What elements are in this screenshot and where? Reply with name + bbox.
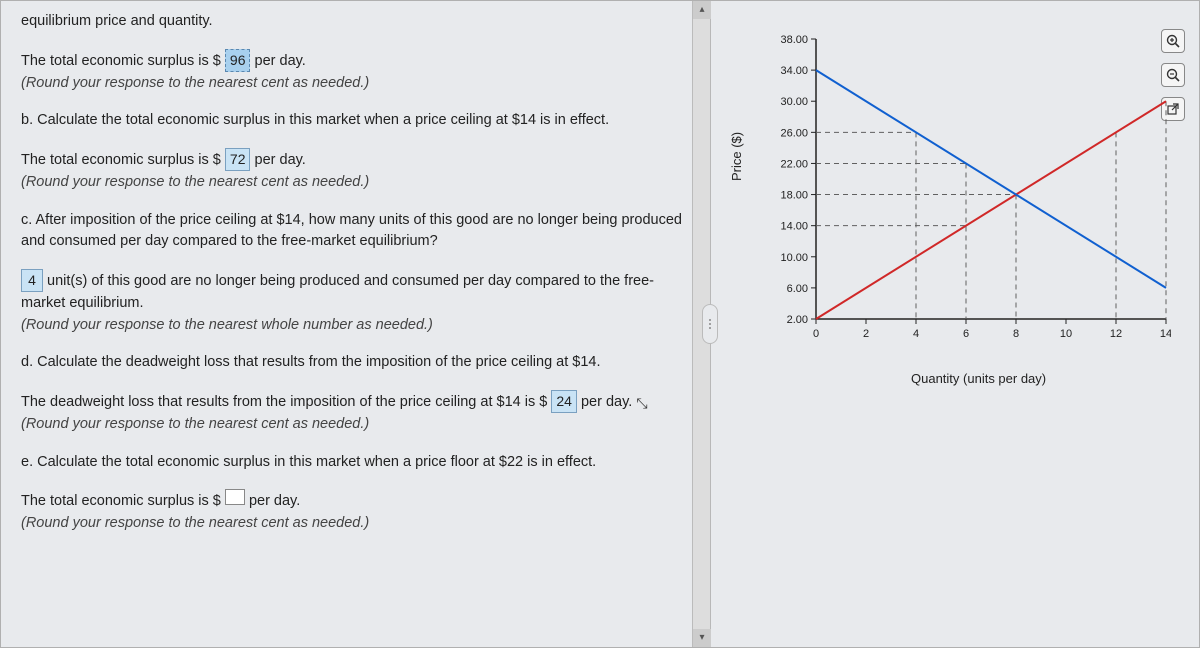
- y-axis-label: Price ($): [729, 132, 744, 181]
- question-e: e. Calculate the total economic surplus …: [21, 452, 690, 474]
- svg-text:34.00: 34.00: [780, 65, 808, 77]
- text: The total economic surplus is $: [21, 152, 221, 168]
- chart-area: 38.0034.0030.0026.0022.0018.0014.0010.00…: [761, 29, 1171, 369]
- svg-text:4: 4: [913, 328, 919, 340]
- answer-line-2: The total economic surplus is $ 72 per d…: [21, 148, 690, 194]
- svg-text:2.00: 2.00: [787, 314, 808, 326]
- chart-svg: 38.0034.0030.0026.0022.0018.0014.0010.00…: [761, 29, 1171, 369]
- svg-text:30.00: 30.00: [780, 96, 808, 108]
- answer-line-4: The deadweight loss that results from th…: [21, 390, 690, 436]
- main-container: equilibrium price and quantity. The tota…: [0, 0, 1200, 648]
- svg-text:0: 0: [813, 328, 819, 340]
- round-hint: (Round your response to the nearest cent…: [21, 515, 369, 531]
- x-axis-label: Quantity (units per day): [911, 371, 1046, 386]
- svg-text:14: 14: [1160, 328, 1171, 340]
- svg-text:14.00: 14.00: [780, 221, 808, 233]
- round-hint: (Round your response to the nearest cent…: [21, 75, 369, 91]
- text: The deadweight loss that results from th…: [21, 394, 547, 410]
- svg-text:26.00: 26.00: [780, 127, 808, 139]
- text: unit(s) of this good are no longer being…: [21, 273, 654, 311]
- text: per day.: [255, 53, 306, 69]
- answer-line-5: The total economic surplus is $ per day.…: [21, 489, 690, 535]
- question-panel: equilibrium price and quantity. The tota…: [1, 1, 711, 647]
- round-hint: (Round your response to the nearest whol…: [21, 317, 433, 333]
- heading: equilibrium price and quantity.: [21, 11, 690, 33]
- round-hint: (Round your response to the nearest cent…: [21, 416, 369, 432]
- svg-text:6: 6: [963, 328, 969, 340]
- answer-input-3[interactable]: 4: [21, 269, 43, 292]
- svg-text:38.00: 38.00: [780, 34, 808, 46]
- question-d: d. Calculate the deadweight loss that re…: [21, 352, 690, 374]
- text: per day.: [255, 152, 306, 168]
- text: The total economic surplus is $: [21, 493, 221, 509]
- svg-text:10.00: 10.00: [780, 252, 808, 264]
- question-b: b. Calculate the total economic surplus …: [21, 110, 690, 132]
- scroll-down-icon[interactable]: ▾: [693, 629, 711, 647]
- answer-input-2[interactable]: 72: [225, 148, 251, 171]
- round-hint: (Round your response to the nearest cent…: [21, 174, 369, 190]
- answer-input-5[interactable]: [225, 489, 245, 505]
- cursor-icon: ⤡: [636, 393, 647, 414]
- chart-panel: Price ($) 38.0034.0030.0026.0022.0018.00…: [711, 1, 1199, 647]
- answer-input-1[interactable]: 96: [225, 49, 251, 72]
- text: The total economic surplus is $: [21, 53, 221, 69]
- text: per day.: [581, 394, 632, 410]
- svg-text:10: 10: [1060, 328, 1072, 340]
- svg-text:2: 2: [863, 328, 869, 340]
- answer-line-1: The total economic surplus is $ 96 per d…: [21, 49, 690, 95]
- svg-text:12: 12: [1110, 328, 1122, 340]
- question-c: c. After imposition of the price ceiling…: [21, 210, 690, 254]
- svg-text:6.00: 6.00: [787, 283, 808, 295]
- scroll-up-icon[interactable]: ▴: [693, 1, 711, 19]
- panel-resize-handle[interactable]: [702, 304, 718, 344]
- answer-line-3: 4 unit(s) of this good are no longer bei…: [21, 269, 690, 336]
- text: per day.: [249, 493, 300, 509]
- svg-text:8: 8: [1013, 328, 1019, 340]
- svg-text:18.00: 18.00: [780, 190, 808, 202]
- answer-input-4[interactable]: 24: [551, 390, 577, 413]
- svg-text:22.00: 22.00: [780, 158, 808, 170]
